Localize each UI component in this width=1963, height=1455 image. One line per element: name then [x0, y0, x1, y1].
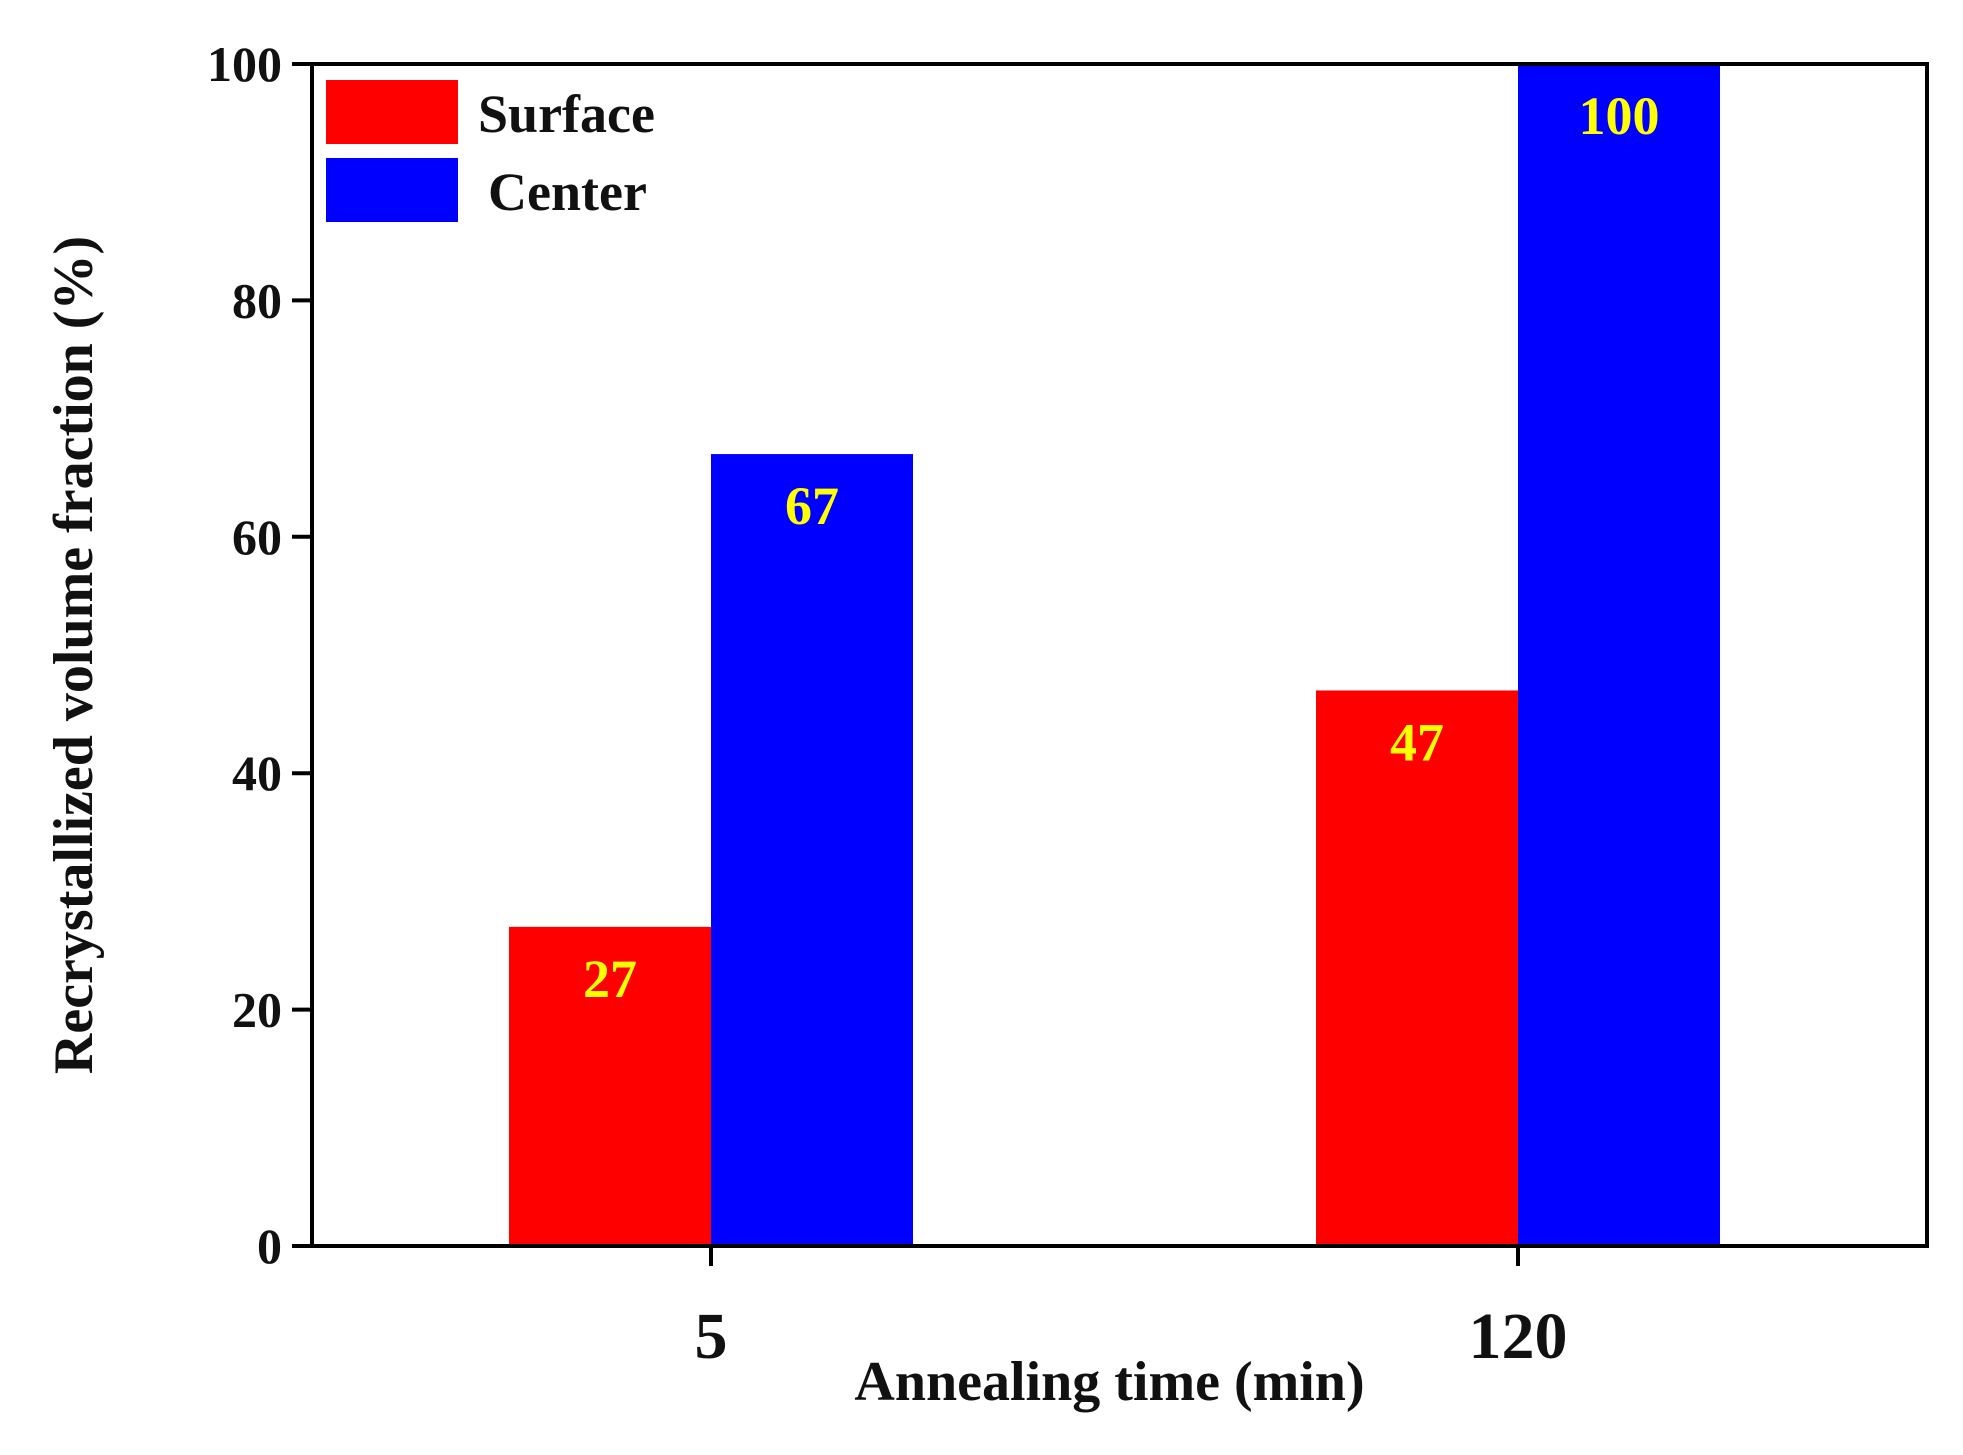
x-axis: 5 120 — [695, 1246, 1568, 1373]
y-tick-label-20: 20 — [232, 982, 282, 1038]
x-tick-label-5: 5 — [695, 1300, 728, 1373]
bar-center-120 — [1518, 64, 1720, 1246]
plot-frame — [310, 62, 1929, 1248]
y-tick-label-100: 100 — [207, 36, 282, 92]
legend-label-center: Center — [488, 162, 647, 222]
bar-surface-120 — [1316, 690, 1518, 1246]
y-tick-label-80: 80 — [232, 272, 282, 328]
data-label-center-120: 100 — [1579, 86, 1660, 146]
data-label-center-5: 67 — [785, 476, 839, 536]
legend-swatch-center — [326, 158, 458, 222]
bars-layer — [509, 64, 1720, 1246]
legend-label-surface: Surface — [478, 84, 655, 144]
y-tick-label-60: 60 — [232, 509, 282, 565]
bar-center-5 — [711, 454, 913, 1246]
x-tick-label-120: 120 — [1469, 1300, 1568, 1373]
data-label-surface-5: 27 — [583, 949, 637, 1009]
data-labels-layer: 27 67 47 100 — [583, 86, 1660, 1009]
data-label-surface-120: 47 — [1390, 712, 1444, 772]
legend: Surface Center — [326, 80, 655, 222]
y-axis-title: Recrystallized volume fraction (%) — [43, 236, 105, 1074]
x-axis-title: Annealing time (min) — [854, 1351, 1364, 1413]
bar-surface-5 — [509, 926, 711, 1246]
y-tick-label-40: 40 — [232, 745, 282, 801]
y-tick-label-0: 0 — [257, 1218, 282, 1274]
legend-swatch-surface — [326, 80, 458, 144]
y-axis: 0 20 40 60 80 100 — [207, 36, 312, 1274]
